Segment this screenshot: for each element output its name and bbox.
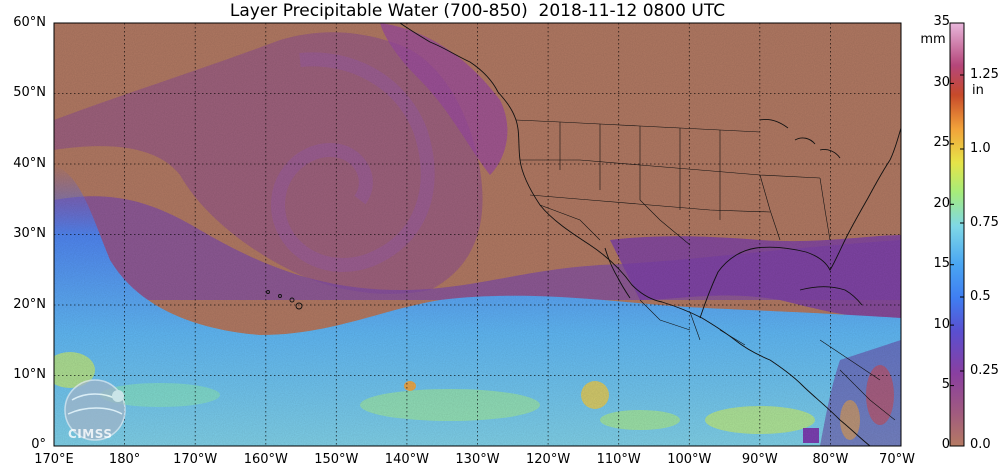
cimss-logo-text: CIMSS	[68, 427, 113, 441]
state-borders	[515, 119, 896, 421]
cb-mm-15: 15	[933, 256, 950, 271]
cb-mm-10: 10	[933, 317, 950, 332]
lon-label-180: 180°	[108, 452, 141, 467]
colorbar-in-unit: in	[972, 83, 984, 98]
lat-label-60n: 60°N	[13, 15, 46, 30]
cb-mm-25: 25	[933, 135, 950, 150]
lat-label-30n: 30°N	[13, 226, 46, 241]
lon-label-90w: 90°W	[741, 452, 778, 467]
lon-label-170e: 170°E	[34, 452, 74, 467]
lon-label-80w: 80°W	[812, 452, 849, 467]
cb-in-0-25: 0.25	[970, 363, 999, 378]
map-title: Layer Precipitable Water (700-850) 2018-…	[229, 1, 726, 21]
lat-label-0: 0°	[31, 437, 46, 452]
graticule	[54, 23, 901, 446]
hawaii-islands	[266, 290, 303, 310]
cb-in-1-25: 1.25	[970, 67, 999, 82]
lon-label-100w: 100°W	[667, 452, 712, 467]
cb-mm-5: 5	[941, 377, 950, 392]
cimss-logo-icon	[64, 379, 126, 441]
lon-label-160w: 160°W	[243, 452, 288, 467]
map-imagery	[54, 23, 901, 446]
lat-label-10n: 10°N	[13, 367, 46, 382]
cb-in-0-5: 0.5	[970, 289, 991, 304]
cb-mm-35: 35	[933, 14, 950, 29]
lat-label-20n: 20°N	[13, 297, 46, 312]
cb-in-0-75: 0.75	[970, 215, 999, 230]
colorbar	[949, 22, 965, 447]
map-frame	[53, 22, 902, 447]
lon-label-130w: 130°W	[455, 452, 500, 467]
lon-label-150w: 150°W	[314, 452, 359, 467]
lat-label-50n: 50°N	[13, 85, 46, 100]
cb-mm-20: 20	[933, 196, 950, 211]
colorbar-ticks	[950, 22, 964, 447]
lon-label-70w: 70°W	[879, 452, 915, 467]
lon-label-110w: 110°W	[596, 452, 641, 467]
cb-mm-30: 30	[933, 75, 950, 90]
cb-in-1-0: 1.0	[970, 141, 991, 156]
lon-label-120w: 120°W	[526, 452, 571, 467]
cb-mm-0: 0	[941, 437, 950, 452]
colorbar-mm-unit: mm	[920, 32, 946, 47]
lon-label-140w: 140°W	[384, 452, 429, 467]
cb-in-0-0: 0.0	[970, 437, 991, 452]
lon-label-170w: 170°W	[173, 452, 218, 467]
coastlines	[399, 23, 901, 446]
lat-label-40n: 40°N	[13, 156, 46, 171]
